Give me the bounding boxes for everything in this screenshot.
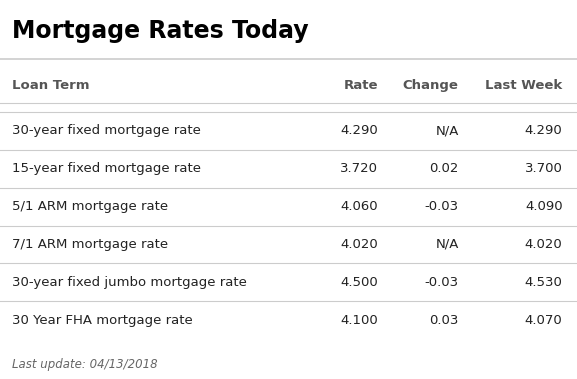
- Text: 3.700: 3.700: [524, 162, 563, 175]
- Text: 30 Year FHA mortgage rate: 30 Year FHA mortgage rate: [12, 314, 192, 327]
- Text: Mortgage Rates Today: Mortgage Rates Today: [12, 19, 308, 43]
- Text: 0.03: 0.03: [429, 314, 459, 327]
- Text: N/A: N/A: [435, 124, 459, 137]
- Text: 7/1 ARM mortgage rate: 7/1 ARM mortgage rate: [12, 238, 168, 251]
- Text: 15-year fixed mortgage rate: 15-year fixed mortgage rate: [12, 162, 201, 175]
- Text: Last update: 04/13/2018: Last update: 04/13/2018: [12, 358, 157, 371]
- Text: 0.02: 0.02: [429, 162, 459, 175]
- Text: 4.500: 4.500: [340, 276, 378, 289]
- Text: Rate: Rate: [343, 79, 378, 92]
- Text: 4.290: 4.290: [525, 124, 563, 137]
- Text: 4.530: 4.530: [524, 276, 563, 289]
- Text: 30-year fixed jumbo mortgage rate: 30-year fixed jumbo mortgage rate: [12, 276, 246, 289]
- Text: 4.290: 4.290: [340, 124, 378, 137]
- Text: 30-year fixed mortgage rate: 30-year fixed mortgage rate: [12, 124, 200, 137]
- Text: 4.020: 4.020: [525, 238, 563, 251]
- Text: Change: Change: [403, 79, 459, 92]
- Text: -0.03: -0.03: [425, 200, 459, 213]
- Text: 3.720: 3.720: [340, 162, 378, 175]
- Text: 4.070: 4.070: [525, 314, 563, 327]
- Text: 5/1 ARM mortgage rate: 5/1 ARM mortgage rate: [12, 200, 168, 213]
- Text: 4.060: 4.060: [340, 200, 378, 213]
- Text: 4.100: 4.100: [340, 314, 378, 327]
- Text: 4.020: 4.020: [340, 238, 378, 251]
- Text: -0.03: -0.03: [425, 276, 459, 289]
- Text: Last Week: Last Week: [485, 79, 563, 92]
- Text: 4.090: 4.090: [525, 200, 563, 213]
- Text: N/A: N/A: [435, 238, 459, 251]
- Text: Loan Term: Loan Term: [12, 79, 89, 92]
